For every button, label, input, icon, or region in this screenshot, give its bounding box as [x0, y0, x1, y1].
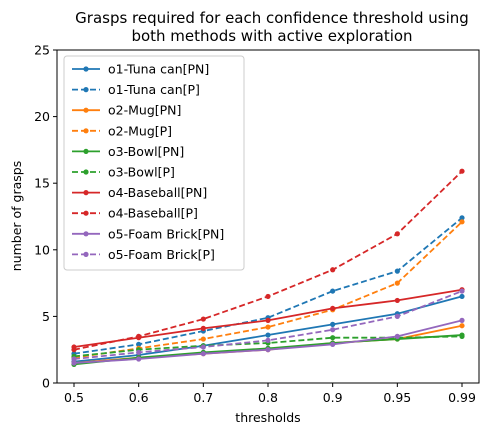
legend-label-o1-tuna-can-pn: o1-Tuna can[PN] [108, 62, 209, 77]
legend-label-o4-baseball-p: o4-Baseball[P] [108, 206, 198, 221]
y-tick-label: 10 [34, 242, 50, 257]
data-point-o2-mug-pn [459, 323, 465, 329]
y-axis-label: number of grasps [9, 161, 24, 271]
x-tick-label: 0.5 [64, 390, 84, 405]
x-tick-label: 0.9 [323, 390, 343, 405]
data-point-o5-foam-brick-p [200, 344, 206, 350]
data-point-o5-foam-brick-p [330, 327, 336, 333]
legend-label-o3-bowl-p: o3-Bowl[P] [108, 165, 175, 180]
legend-marker-o5-foam-brick-pn [83, 231, 89, 237]
data-point-o3-bowl-p [330, 335, 336, 341]
data-point-o1-tuna-can-p [136, 341, 142, 347]
data-point-o1-tuna-can-pn [459, 293, 465, 300]
y-tick-label: 0 [42, 376, 50, 391]
y-tick-label: 25 [34, 43, 50, 58]
chart-title-line-2: both methods with active exploration [131, 27, 412, 45]
data-point-o5-foam-brick-p [394, 313, 400, 319]
data-point-o4-baseball-p [394, 231, 400, 237]
legend-label-o2-mug-p: o2-Mug[P] [108, 123, 172, 138]
x-tick-label: 0.6 [129, 390, 149, 405]
data-point-o2-mug-p [265, 324, 271, 330]
data-point-o1-tuna-can-p [330, 288, 336, 294]
data-point-o1-tuna-can-p [394, 268, 400, 274]
plot-area: 0.5 0.6 0.7 0.8 0.9 0.95 0.99 0 5 10 15 20 25 [34, 43, 480, 405]
data-point-o1-tuna-can-pn [330, 321, 336, 327]
legend: o1-Tuna can[PN] o1-Tuna can[P] o2-Mug[PN] o… [63, 55, 245, 271]
x-tick-label: 0.99 [448, 390, 476, 405]
data-point-o5-foam-brick-pn [200, 351, 206, 357]
data-point-o4-baseball-p [200, 316, 206, 322]
data-point-o2-mug-p [394, 280, 400, 286]
legend-box [63, 55, 245, 271]
data-point-o4-baseball-p [459, 168, 465, 174]
data-point-o1-tuna-can-pn [265, 332, 271, 338]
data-point-o4-baseball-p [136, 333, 142, 339]
x-axis-label: thresholds [235, 410, 300, 425]
data-point-o5-foam-brick-pn [394, 333, 400, 339]
legend-label-o1-tuna-can-p: o1-Tuna can[P] [108, 82, 200, 97]
legend-marker-o4-baseball-p [83, 210, 89, 216]
data-point-o5-foam-brick-pn [71, 360, 77, 366]
legend-label-o4-baseball-pn: o4-Baseball[PN] [108, 185, 207, 200]
data-point-o4-baseball-p [71, 347, 77, 353]
data-point-o5-foam-brick-p [136, 349, 142, 355]
legend-marker-o2-mug-p [83, 128, 89, 134]
data-point-o2-mug-p [459, 219, 465, 225]
y-tick-label: 20 [34, 109, 50, 124]
data-point-o5-foam-brick-p [459, 288, 465, 294]
legend-label-o5-foam-brick-p: o5-Foam Brick[P] [108, 247, 215, 262]
data-point-o4-baseball-pn [330, 305, 336, 312]
data-point-o3-bowl-p [459, 333, 465, 339]
legend-marker-o4-baseball-pn [83, 190, 89, 196]
y-tick-label: 5 [42, 309, 50, 324]
legend-marker-o2-mug-pn [83, 107, 89, 113]
data-point-o4-baseball-pn [265, 317, 271, 323]
legend-marker-o1-tuna-can-pn [83, 66, 89, 72]
data-point-o5-foam-brick-p [71, 356, 77, 362]
x-tick-label: 0.8 [258, 390, 278, 405]
data-point-o5-foam-brick-pn [136, 356, 142, 362]
data-point-o5-foam-brick-pn [265, 347, 271, 353]
data-point-o5-foam-brick-p [265, 337, 271, 343]
legend-marker-o3-bowl-pn [83, 148, 89, 154]
x-tick-label: 0.95 [383, 390, 411, 405]
data-point-o4-baseball-pn [394, 297, 400, 304]
legend-label-o3-bowl-pn: o3-Bowl[PN] [108, 144, 184, 159]
data-point-o4-baseball-p [265, 293, 271, 300]
data-point-o5-foam-brick-pn [330, 341, 336, 347]
y-tick-label: 15 [34, 176, 50, 191]
data-point-o4-baseball-p [330, 267, 336, 273]
data-point-o2-mug-p [200, 336, 206, 342]
chart-title-line-1: Grasps required for each confidence thre… [75, 9, 469, 27]
data-point-o1-tuna-can-p [459, 215, 465, 221]
legend-label-o2-mug-pn: o2-Mug[PN] [108, 103, 181, 118]
data-point-o5-foam-brick-pn [459, 317, 465, 323]
x-tick-label: 0.7 [193, 390, 213, 405]
legend-marker-o3-bowl-p [83, 169, 89, 175]
legend-marker-o1-tuna-can-p [83, 87, 89, 93]
legend-marker-o5-foam-brick-p [83, 251, 89, 257]
data-point-o4-baseball-pn [200, 325, 206, 331]
legend-label-o5-foam-brick-pn: o5-Foam Brick[PN] [108, 226, 224, 241]
